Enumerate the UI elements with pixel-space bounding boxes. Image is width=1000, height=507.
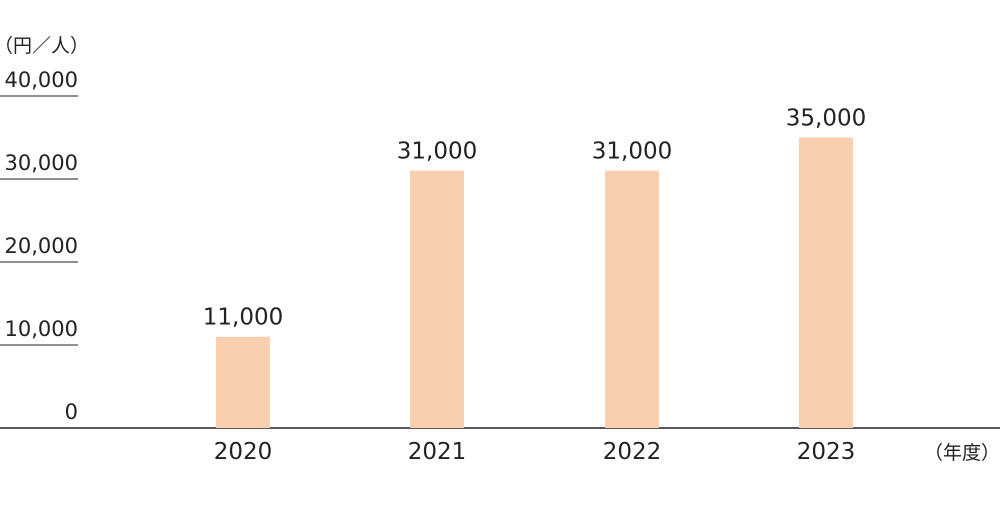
x-tick-label: 2021 xyxy=(408,439,467,465)
y-tick-label: 30,000 xyxy=(5,151,78,175)
x-tick-label: 2020 xyxy=(214,439,273,465)
y-tick-label: 20,000 xyxy=(5,234,78,258)
value-label: 31,000 xyxy=(592,139,672,165)
y-tick-label: 0 xyxy=(65,400,78,424)
x-tick-label: 2022 xyxy=(603,439,662,465)
bar xyxy=(799,137,853,428)
bar xyxy=(216,336,270,428)
x-tick-label: 2023 xyxy=(797,439,856,465)
y-unit-label: （円／人） xyxy=(0,35,89,57)
value-label: 31,000 xyxy=(397,139,477,165)
value-label: 35,000 xyxy=(786,106,866,132)
bar xyxy=(605,170,659,428)
value-label: 11,000 xyxy=(203,305,283,331)
x-unit-label: （年度） xyxy=(924,442,1000,464)
y-tick-label: 40,000 xyxy=(5,68,78,92)
bar xyxy=(410,170,464,428)
y-tick-label: 10,000 xyxy=(5,317,78,341)
